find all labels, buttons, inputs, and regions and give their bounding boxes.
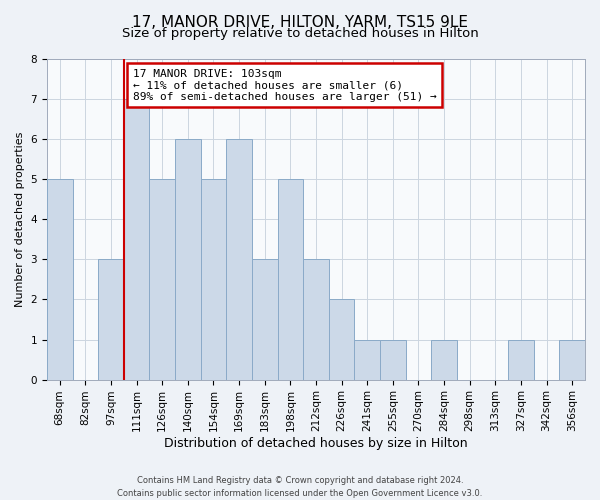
Bar (124, 99, 149, 380)
Bar (47, 179, 73, 380)
Bar (355, 340, 380, 380)
Bar (559, 340, 585, 380)
Bar (226, 139, 252, 380)
Text: 17, MANOR DRIVE, HILTON, YARM, TS15 9LE: 17, MANOR DRIVE, HILTON, YARM, TS15 9LE (132, 15, 468, 30)
Bar (149, 179, 175, 380)
Bar (303, 260, 329, 380)
X-axis label: Distribution of detached houses by size in Hilton: Distribution of detached houses by size … (164, 437, 468, 450)
Bar (431, 340, 457, 380)
Bar (329, 300, 355, 380)
Bar (200, 179, 226, 380)
Bar (252, 260, 278, 380)
Bar (98, 260, 124, 380)
Bar (175, 139, 200, 380)
Y-axis label: Number of detached properties: Number of detached properties (15, 132, 25, 307)
Bar (278, 179, 303, 380)
Bar (508, 340, 534, 380)
Bar (380, 340, 406, 380)
Text: Size of property relative to detached houses in Hilton: Size of property relative to detached ho… (122, 28, 478, 40)
Text: Contains HM Land Registry data © Crown copyright and database right 2024.
Contai: Contains HM Land Registry data © Crown c… (118, 476, 482, 498)
Text: 17 MANOR DRIVE: 103sqm
← 11% of detached houses are smaller (6)
89% of semi-deta: 17 MANOR DRIVE: 103sqm ← 11% of detached… (133, 68, 437, 102)
